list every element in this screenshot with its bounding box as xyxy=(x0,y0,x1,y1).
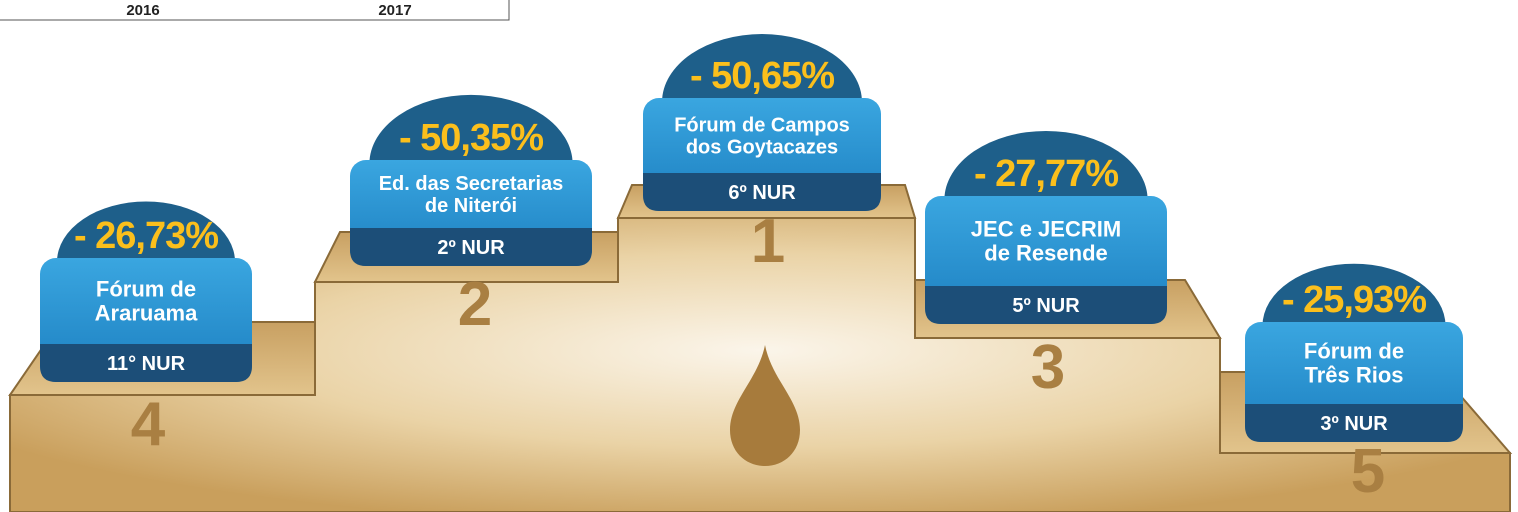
place-name: Três Rios xyxy=(1304,363,1403,388)
nur-label: 3º NUR xyxy=(1320,413,1388,435)
year-box: 2016 2017 xyxy=(0,0,509,20)
rank-number: 1 xyxy=(751,207,785,276)
place-name: Fórum de Campos xyxy=(674,115,850,137)
percent-label: - 26,73% xyxy=(74,215,218,257)
year-label: 2017 xyxy=(378,2,411,19)
rank-number: 2 xyxy=(458,270,492,339)
nur-label: 5º NUR xyxy=(1012,295,1080,317)
nur-label: 2º NUR xyxy=(437,237,505,259)
place-name: Araruama xyxy=(95,301,198,326)
place-name: dos Goytacazes xyxy=(686,137,838,159)
place-name: de Niterói xyxy=(425,195,517,217)
place-name: Ed. das Secretarias xyxy=(379,173,564,195)
percent-label: - 27,77% xyxy=(974,153,1118,195)
nur-label: 6º NUR xyxy=(728,182,796,204)
rank-number: 5 xyxy=(1351,437,1385,506)
place-name: JEC e JECRIM xyxy=(971,217,1121,242)
percent-label: - 50,65% xyxy=(690,55,834,97)
podium-infographic: 2016 2017 4- 26,73%Fórum deAraruama11° N… xyxy=(0,0,1518,512)
nur-label: 11° NUR xyxy=(107,353,186,375)
place-name: Fórum de xyxy=(1304,339,1404,364)
place-name: de Resende xyxy=(984,241,1108,266)
rank-number: 4 xyxy=(131,390,166,459)
percent-label: - 25,93% xyxy=(1282,279,1426,321)
place-name: Fórum de xyxy=(96,277,196,302)
year-label: 2016 xyxy=(126,2,159,19)
percent-label: - 50,35% xyxy=(399,117,543,159)
rank-number: 3 xyxy=(1031,333,1065,402)
